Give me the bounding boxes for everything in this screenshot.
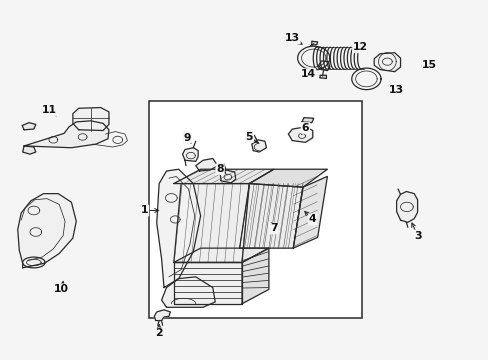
Text: 8: 8 [216,164,224,174]
Polygon shape [173,184,249,262]
Text: 13: 13 [388,85,404,95]
Polygon shape [173,169,273,184]
Polygon shape [318,61,329,71]
Text: 9: 9 [183,133,191,143]
Polygon shape [311,41,317,45]
Polygon shape [373,53,400,72]
Text: 6: 6 [301,123,308,133]
Text: 1: 1 [141,206,148,216]
Polygon shape [73,108,109,131]
Polygon shape [22,146,36,154]
Polygon shape [195,158,217,171]
Text: 12: 12 [352,42,367,52]
Text: 15: 15 [422,60,436,70]
Text: 4: 4 [308,215,316,224]
Polygon shape [220,170,235,183]
Polygon shape [22,123,36,130]
Polygon shape [173,248,268,262]
Polygon shape [320,75,326,78]
Polygon shape [249,169,327,187]
Bar [149,101,361,318]
Polygon shape [242,248,268,304]
Polygon shape [154,310,170,320]
Text: 7: 7 [269,224,277,233]
Text: 11: 11 [42,105,57,115]
Text: 5: 5 [245,132,253,142]
Polygon shape [288,127,312,142]
Polygon shape [239,184,303,248]
Polygon shape [251,140,266,152]
Polygon shape [396,192,417,222]
Text: 13: 13 [284,33,299,43]
Polygon shape [18,194,76,268]
Text: 3: 3 [413,231,421,240]
Polygon shape [173,262,242,304]
Text: 2: 2 [155,328,163,338]
Text: 10: 10 [54,284,69,294]
Polygon shape [161,277,215,307]
Polygon shape [293,176,327,248]
Polygon shape [24,121,109,148]
Polygon shape [182,148,198,161]
Polygon shape [302,118,313,123]
Polygon shape [157,169,200,288]
Text: 14: 14 [300,69,315,79]
